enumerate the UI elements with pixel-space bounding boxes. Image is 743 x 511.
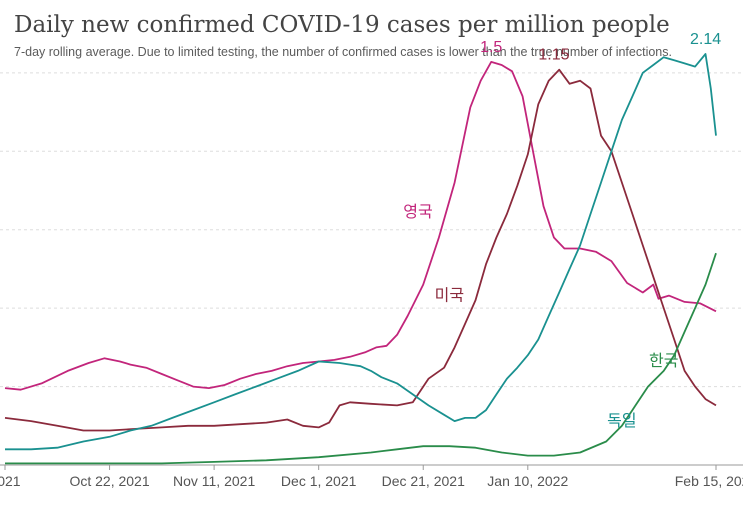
data-label: 1.15 [538,47,569,64]
x-tick-label: Jan 10, 2022 [487,473,568,489]
data-label: 2.14 [690,31,721,48]
series-label: 한국 [649,351,678,370]
chart-title: Daily new confirmed COVID-19 cases per m… [14,12,670,38]
x-tick-label: Nov 11, 2021 [173,473,255,489]
series-line-0 [4,61,717,391]
x-tick-label: Dec 1, 2021 [281,473,357,489]
x-tick-label: Feb 15, 2022 [675,473,743,489]
series-line-1 [4,68,717,432]
x-tick-label: Oct 22, 2021 [69,473,149,489]
series-line-2 [5,53,717,451]
series-line-3 [5,252,717,465]
x-tick-label: Dec 21, 2021 [382,473,465,489]
series-label: 미국 [435,285,464,304]
series-label: 독일 [607,411,636,430]
data-label: 1.5 [480,39,502,56]
series-label: 영국 [403,202,432,221]
chart-subtitle: 7-day rolling average. Due to limited te… [14,45,672,59]
x-tick-label: 2021 [0,473,21,489]
